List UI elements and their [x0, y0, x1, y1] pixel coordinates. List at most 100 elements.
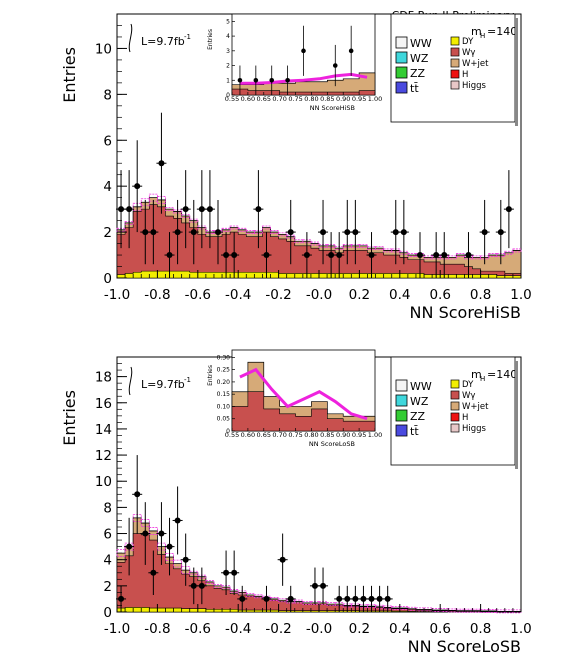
x-tick-label: -0.2 [265, 287, 291, 303]
legend-label: W+jet [462, 59, 489, 69]
legend-label: H [462, 413, 468, 423]
uncertainty-band [472, 255, 481, 260]
uncertainty-band [358, 243, 368, 248]
data-point [126, 206, 133, 213]
y-tick-label: 2 [103, 579, 112, 595]
legend-label: Higgs [462, 424, 487, 434]
data-point [134, 183, 141, 190]
x-tick-label: -0.0 [306, 621, 332, 637]
legend-swatch [450, 69, 460, 79]
y-tick-label: 16 [95, 396, 112, 412]
legend-swatch [395, 424, 408, 437]
inset-x-tick-label: 0.95 [352, 95, 366, 103]
inset-data-point [269, 77, 275, 83]
uncertainty-band [148, 527, 158, 535]
inset-x-tick-label: 0.75 [288, 431, 302, 439]
x-tick-label: 1.0 [510, 287, 531, 303]
y-tick-label: 10 [95, 474, 112, 490]
inset-y-tick-label: 5 [226, 18, 230, 25]
data-point [320, 229, 327, 236]
data-point [142, 229, 149, 236]
data-point [303, 252, 310, 259]
data-point [328, 252, 335, 259]
data-point [287, 229, 294, 236]
mass-subscript: H [480, 32, 485, 40]
inset-y-axis-label: Entries [207, 365, 214, 386]
data-point [392, 229, 399, 236]
inset-data-point [253, 77, 259, 83]
data-point [263, 595, 270, 602]
data-point [223, 252, 230, 259]
x-tick-label: 0.6 [429, 621, 450, 637]
data-point [174, 517, 181, 524]
inset-x-tick-label: 0.70 [272, 431, 286, 439]
luminosity-label: L=9.7fb [141, 378, 185, 391]
legend-swatch [450, 58, 460, 68]
x-tick-label: -0.2 [265, 621, 291, 637]
legend-swatch [450, 390, 460, 400]
x-tick-label: 0.4 [389, 287, 410, 303]
inset-y-tick-label: 2 [226, 63, 230, 70]
legend-swatch [450, 423, 460, 433]
data-point [336, 252, 343, 259]
inset-data-point [285, 77, 290, 83]
x-axis-label: NN ScoreHiSB [410, 303, 521, 322]
inset-signal-band [239, 367, 368, 421]
data-point [376, 595, 383, 602]
mass-label: m [471, 25, 482, 38]
data-point [400, 229, 407, 236]
y-tick-label: 8 [103, 87, 112, 103]
uncertainty-band [504, 250, 514, 255]
data-point [182, 556, 189, 563]
data-point [344, 229, 351, 236]
data-point [287, 595, 294, 602]
uncertainty-band [116, 549, 126, 558]
data-point [497, 229, 504, 236]
data-point [279, 556, 286, 563]
data-point [215, 229, 221, 236]
uncertainty-band [205, 580, 215, 584]
uncertainty-band [302, 600, 312, 605]
inset-signal-band [239, 72, 368, 85]
y-tick-label: 12 [95, 448, 112, 464]
inset-data-point [237, 77, 243, 83]
inset-y-tick-label: 4 [226, 33, 230, 40]
uncertainty-band [229, 225, 239, 230]
x-tick-label: 1.0 [510, 621, 531, 637]
legend-box [390, 356, 516, 466]
data-point [231, 569, 238, 576]
uncertainty-band [488, 253, 498, 257]
uncertainty-band [278, 232, 288, 237]
mass-value: =140 [487, 368, 517, 381]
uncertainty-band [375, 246, 385, 251]
legend-label: Wγ [462, 48, 475, 58]
x-tick-label: -1.0 [104, 287, 130, 303]
x-tick-label: -0.4 [225, 287, 251, 303]
luminosity-exponent: -1 [184, 33, 191, 41]
y-tick-label: 8 [103, 500, 112, 516]
data-point [441, 252, 448, 259]
panel-hisb: -1.0 -0.8 -0.6 -0.4 -0.2 -0.0 0.2 0.4 0.6 0.8 1.00… [60, 9, 532, 322]
legend-label: W+jet [462, 402, 489, 412]
inset-y-tick-label: 0.05 [217, 416, 231, 423]
legend-swatch [395, 379, 408, 392]
legend-shadow [515, 361, 518, 469]
data-point [158, 530, 165, 537]
inset-data-point [301, 48, 306, 54]
data-point [239, 595, 246, 602]
data-point [368, 252, 375, 259]
data-point [182, 206, 189, 213]
inset-stack-wgamma [231, 391, 376, 432]
mass-label: m [471, 368, 482, 381]
inset-x-tick-label: 0.55 [225, 95, 239, 103]
uncertainty-band [221, 227, 231, 232]
inset-y-tick-label: 0.10 [217, 403, 231, 410]
y-tick-label: 18 [95, 370, 112, 386]
inset-y-axis-label: Entries [207, 29, 214, 50]
uncertainty-band [326, 602, 336, 607]
legend-swatch [450, 80, 460, 90]
legend-label: ZZ [410, 410, 426, 423]
x-tick-label: 0.2 [349, 287, 370, 303]
inset-stack-wgamma [231, 88, 376, 96]
